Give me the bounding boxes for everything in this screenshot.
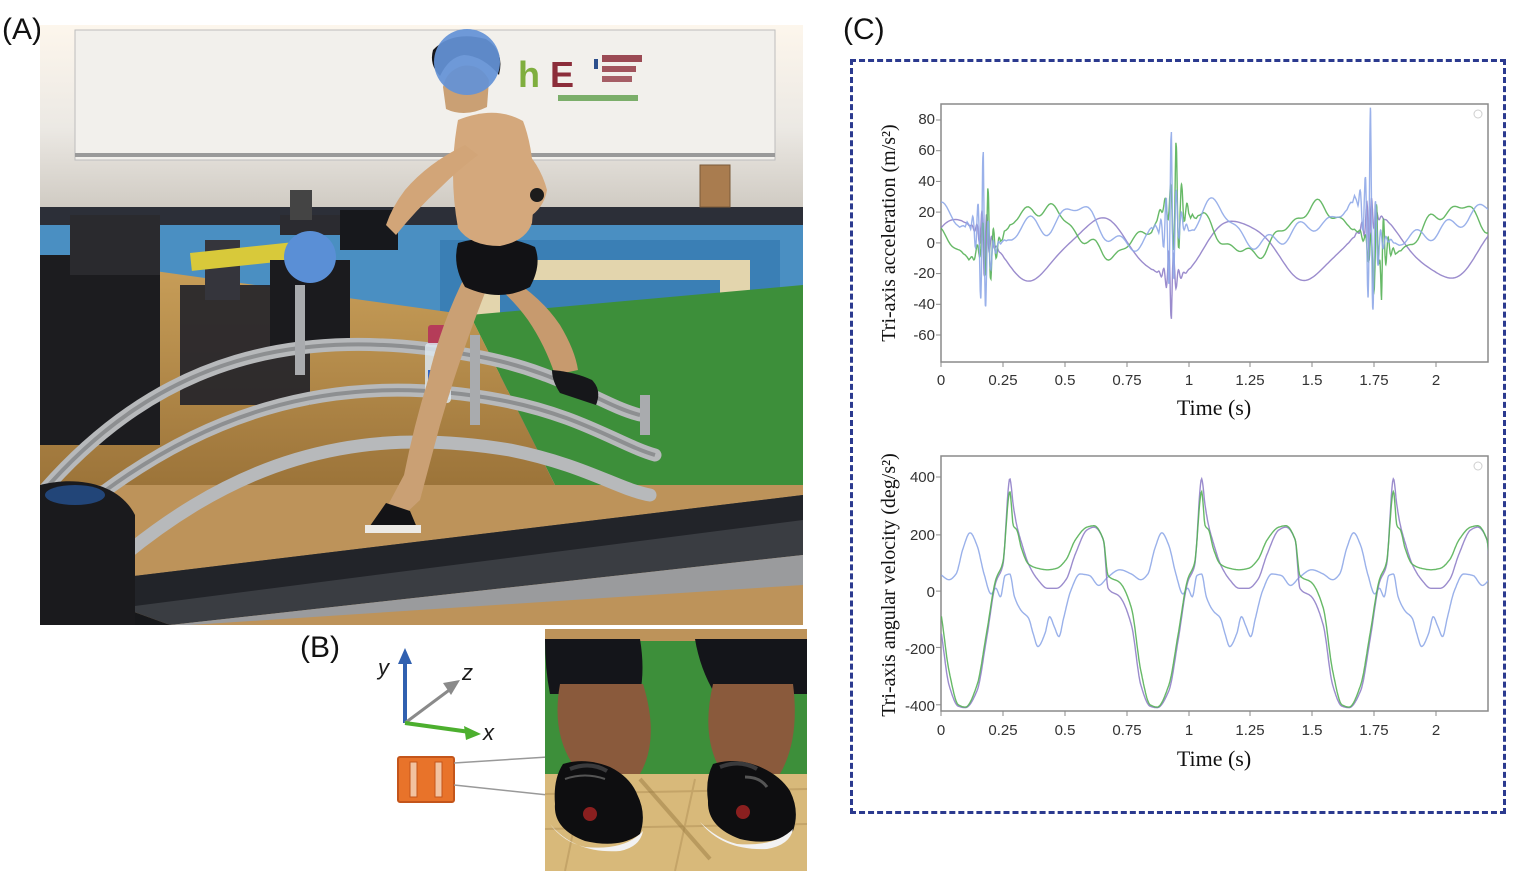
svg-text:1.75: 1.75 — [1359, 722, 1388, 739]
svg-text:400: 400 — [910, 469, 935, 486]
svg-text:0.75: 0.75 — [1112, 722, 1141, 739]
svg-text:1: 1 — [1185, 722, 1193, 739]
svg-text:-200: -200 — [905, 641, 935, 658]
svg-text:Tri-axis angular velocity (deg: Tri-axis angular velocity (deg/s²) — [878, 453, 900, 717]
svg-text:1.5: 1.5 — [1302, 722, 1323, 739]
svg-text:1.25: 1.25 — [1235, 722, 1264, 739]
svg-text:200: 200 — [910, 527, 935, 544]
svg-text:-400: -400 — [905, 698, 935, 715]
svg-text:0: 0 — [927, 584, 935, 601]
svg-text:Time (s): Time (s) — [1177, 746, 1251, 771]
svg-text:0.25: 0.25 — [988, 722, 1017, 739]
svg-text:2: 2 — [1432, 722, 1440, 739]
svg-text:0: 0 — [937, 722, 945, 739]
svg-text:0.5: 0.5 — [1055, 722, 1076, 739]
